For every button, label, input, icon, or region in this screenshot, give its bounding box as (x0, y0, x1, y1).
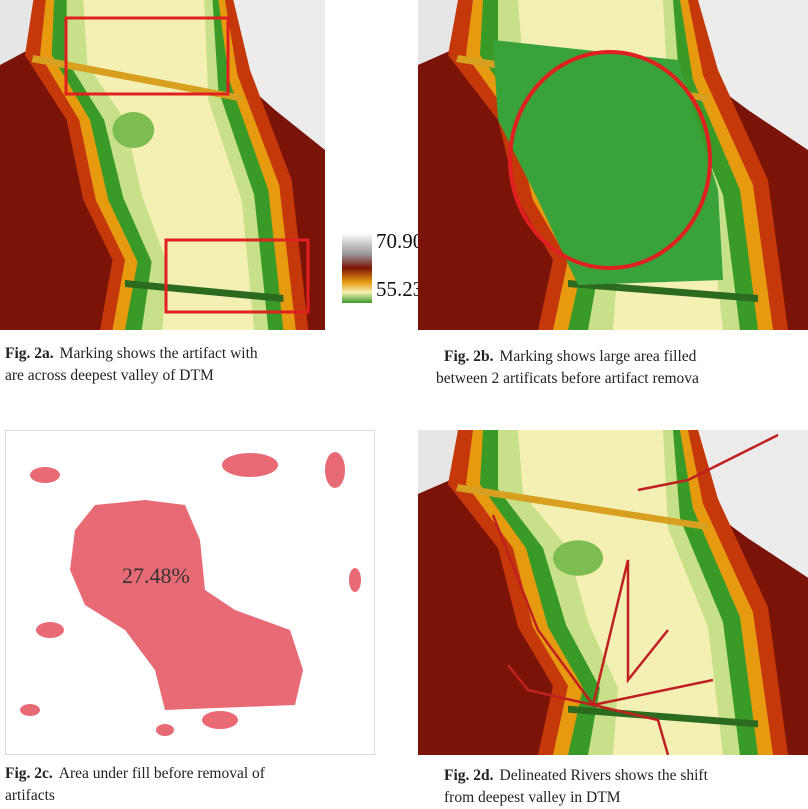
caption-line: Delineated Rivers shows the shift (500, 767, 708, 784)
legend-ramp (342, 233, 372, 303)
caption-line: Marking shows the artifact with (60, 345, 258, 362)
caption-line: between 2 artificats before artifact rem… (436, 368, 808, 390)
caption-b: Fig. 2b.Marking shows large area filled … (436, 346, 808, 390)
figure-label: Fig. 2c. (5, 765, 53, 782)
caption-line: Area under fill before removal of (59, 765, 265, 782)
caption-line: from deepest valley in DTM (444, 787, 808, 809)
dtm-image-a (0, 0, 325, 330)
fill-percentage: 27.48% (122, 563, 190, 588)
figure-page: 70.90m 55.23m 27.48% Fig. 2a.Marking sho… (0, 0, 808, 809)
figure-label: Fig. 2a. (5, 345, 54, 362)
caption-d: Fig. 2d. Delineated Rivers shows the shif… (444, 765, 808, 809)
caption-c: Fig. 2c. Area under fill before removal o… (5, 763, 375, 807)
figure-label: Fig. 2d. (444, 767, 494, 784)
fill-image-c: 27.48% (5, 430, 375, 755)
caption-line: are across deepest valley of DTM (5, 365, 325, 387)
dtm-image-d (418, 430, 808, 755)
figure-label: Fig. 2b. (444, 348, 494, 365)
caption-a: Fig. 2a.Marking shows the artifact with … (5, 343, 325, 387)
caption-line: artifacts (5, 785, 375, 807)
dtm-image-b (418, 0, 808, 330)
caption-line: Marking shows large area filled (500, 348, 697, 365)
